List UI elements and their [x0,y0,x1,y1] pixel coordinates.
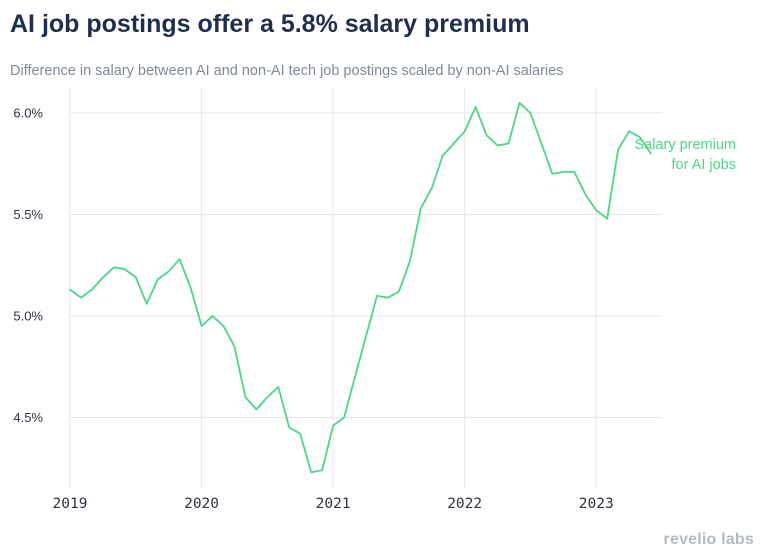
chart-subtitle: Difference in salary between AI and non-… [10,63,564,79]
x-tick-label: 2020 [184,496,219,512]
chart-title: AI job postings offer a 5.8% salary prem… [10,10,530,38]
x-tick-label: 2019 [53,496,88,512]
revelio-labs-logo: revelio labs [663,531,754,548]
series-line [69,102,652,474]
y-tick-label: 4.5% [13,410,43,425]
y-tick-label: 5.0% [13,309,43,324]
x-tick-label: 2022 [447,496,482,512]
series-label: for AI jobs [672,157,736,173]
x-tick-label: 2021 [316,496,351,512]
series-label: Salary premium [634,137,736,153]
x-tick-label: 2023 [579,496,614,512]
y-tick-label: 6.0% [13,106,43,121]
y-tick-label: 5.5% [13,207,43,222]
